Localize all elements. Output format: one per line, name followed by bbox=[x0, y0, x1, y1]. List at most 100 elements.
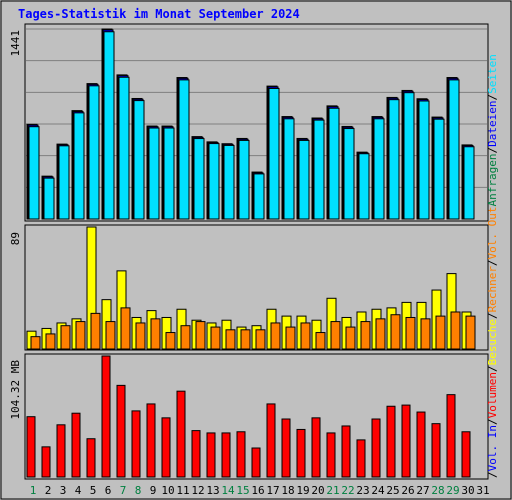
bar-seiten-day-16 bbox=[253, 173, 265, 220]
legend-entry: Besuche bbox=[486, 319, 499, 365]
bar-volumen-day-20 bbox=[311, 417, 321, 478]
day-label: 9 bbox=[150, 484, 157, 497]
bar-rechner-day-29 bbox=[450, 311, 461, 350]
day-label: 15 bbox=[236, 484, 249, 497]
bar-volumen-day-2 bbox=[41, 446, 51, 478]
bar-volumen-day-7 bbox=[116, 384, 126, 478]
bar-seiten-day-12 bbox=[193, 138, 205, 220]
legend-entry: Anfragen bbox=[486, 153, 499, 206]
day-label: 8 bbox=[135, 484, 142, 497]
bar-volumen-day-29 bbox=[446, 394, 456, 478]
day-label: 10 bbox=[161, 484, 174, 497]
bar-seiten-day-7 bbox=[118, 76, 130, 220]
day-label: 27 bbox=[416, 484, 429, 497]
bar-seiten-day-20 bbox=[313, 119, 325, 220]
day-label: 11 bbox=[176, 484, 189, 497]
day-label: 28 bbox=[431, 484, 444, 497]
bar-rechner-day-10 bbox=[165, 332, 176, 350]
bar-volumen-day-1 bbox=[26, 416, 36, 478]
day-label: 26 bbox=[401, 484, 414, 497]
day-label: 29 bbox=[446, 484, 459, 497]
bar-volumen-day-25 bbox=[386, 405, 396, 478]
day-label: 22 bbox=[341, 484, 354, 497]
bar-rechner-day-24 bbox=[375, 318, 386, 350]
legend-entry: Vol. In bbox=[486, 425, 499, 471]
day-label: 25 bbox=[386, 484, 399, 497]
legend-entry: / bbox=[486, 471, 499, 478]
legend-entry: / bbox=[486, 259, 499, 266]
legend-entry: / bbox=[486, 418, 499, 425]
bar-volumen-day-28 bbox=[431, 423, 441, 478]
bar-volumen-day-3 bbox=[56, 424, 66, 478]
bar-seiten-day-27 bbox=[418, 100, 430, 220]
bar-seiten-day-15 bbox=[238, 139, 250, 220]
chart-title: Tages-Statistik im Monat September 2024 bbox=[18, 7, 300, 21]
bar-volumen-day-4 bbox=[71, 412, 81, 478]
bar-rechner-day-9 bbox=[150, 318, 161, 350]
day-label: 1 bbox=[30, 484, 37, 497]
bar-seiten-day-29 bbox=[448, 79, 460, 220]
bar-rechner-day-19 bbox=[300, 322, 311, 350]
bar-volumen-day-23 bbox=[356, 439, 366, 478]
bar-seiten-day-2 bbox=[43, 177, 55, 220]
volume-bars bbox=[26, 355, 471, 478]
bar-volumen-day-26 bbox=[401, 404, 411, 478]
legend-entry: Rechner bbox=[486, 266, 499, 313]
bar-rechner-day-27 bbox=[420, 318, 431, 350]
legend-entry: Seiten bbox=[486, 54, 499, 94]
day-label: 30 bbox=[461, 484, 474, 497]
legend-entry: / bbox=[486, 312, 499, 319]
volume-panel-border bbox=[24, 353, 489, 480]
bar-volumen-day-24 bbox=[371, 418, 381, 478]
bar-volumen-day-12 bbox=[191, 430, 201, 478]
visits-bars bbox=[26, 226, 476, 350]
bar-rechner-day-25 bbox=[390, 314, 401, 350]
bar-seiten-day-30 bbox=[463, 146, 475, 220]
bar-rechner-day-23 bbox=[360, 321, 371, 350]
bar-rechner-day-26 bbox=[405, 316, 416, 350]
bar-seiten-day-8 bbox=[133, 100, 145, 220]
bar-rechner-day-4 bbox=[75, 321, 86, 350]
bar-volumen-day-19 bbox=[296, 428, 306, 478]
bar-seiten-day-17 bbox=[268, 87, 280, 220]
bar-volumen-day-21 bbox=[326, 432, 336, 478]
bar-rechner-day-22 bbox=[345, 326, 356, 350]
bar-volumen-day-13 bbox=[206, 432, 216, 478]
day-label: 23 bbox=[356, 484, 369, 497]
day-label: 13 bbox=[206, 484, 219, 497]
bar-rechner-day-11 bbox=[180, 325, 191, 350]
bar-rechner-day-3 bbox=[60, 325, 71, 350]
bar-rechner-day-13 bbox=[210, 326, 221, 350]
bar-seiten-day-28 bbox=[433, 118, 445, 220]
bar-volumen-day-10 bbox=[161, 417, 171, 478]
day-label: 18 bbox=[281, 484, 294, 497]
legend-vertical: /Vol. In/Volumen/Besuche/Rechner/Vol. Ou… bbox=[486, 54, 499, 478]
bar-rechner-day-8 bbox=[135, 322, 146, 350]
day-label: 2 bbox=[45, 484, 52, 497]
bar-rechner-day-1 bbox=[30, 336, 41, 350]
day-label: 5 bbox=[90, 484, 97, 497]
bar-seiten-day-21 bbox=[328, 107, 340, 220]
day-label: 20 bbox=[311, 484, 324, 497]
legend-entry: Volumen bbox=[486, 372, 499, 418]
day-label: 14 bbox=[221, 484, 235, 497]
day-label: 24 bbox=[371, 484, 385, 497]
bar-seiten-day-19 bbox=[298, 139, 310, 220]
legend-entry: / bbox=[486, 94, 499, 101]
day-label: 19 bbox=[296, 484, 309, 497]
visits-ymax-label: 89 bbox=[9, 232, 22, 245]
bar-rechner-day-14 bbox=[225, 329, 236, 350]
day-label: 31 bbox=[476, 484, 489, 497]
legend-entry: / bbox=[486, 147, 499, 154]
bar-seiten-day-13 bbox=[208, 143, 220, 220]
bar-rechner-day-21 bbox=[330, 321, 341, 350]
requests-bars bbox=[26, 28, 475, 220]
requests-panel-border bbox=[24, 23, 489, 222]
day-label: 6 bbox=[105, 484, 112, 497]
bar-seiten-day-4 bbox=[73, 112, 85, 220]
bar-volumen-day-22 bbox=[341, 425, 351, 478]
bar-volumen-day-18 bbox=[281, 418, 291, 478]
